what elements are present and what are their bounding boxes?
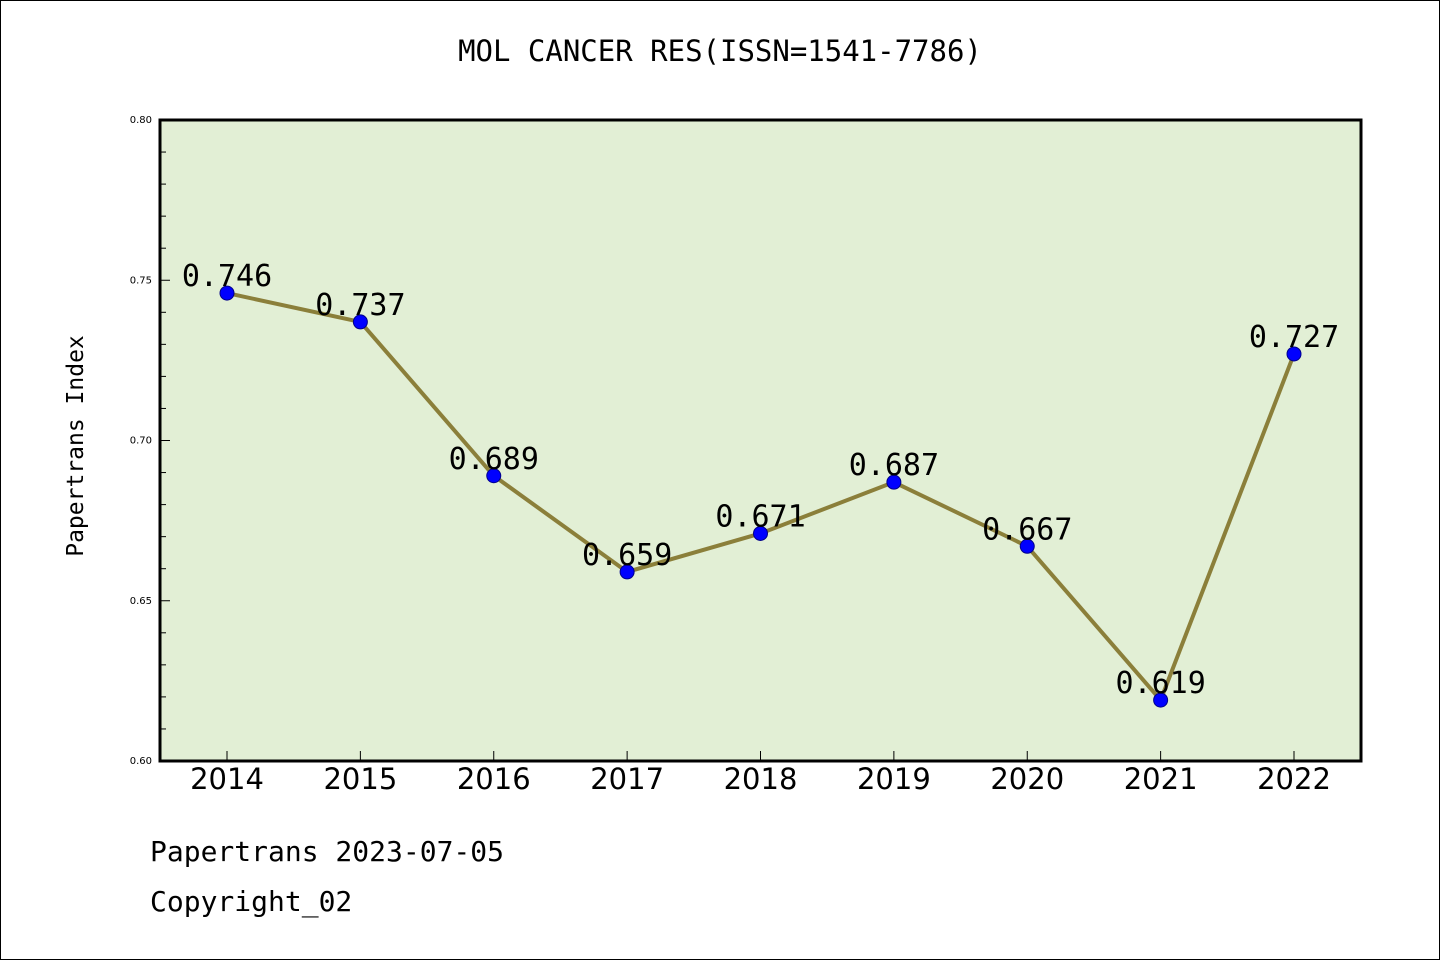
data-point	[1019, 538, 1035, 554]
data-point	[352, 314, 368, 330]
y-tick-label: 0.60	[130, 756, 152, 767]
data-point	[1153, 692, 1169, 708]
data-label: 0.737	[315, 288, 405, 323]
chart-title: MOL CANCER RES(ISSN=1541-7786)	[458, 34, 982, 68]
x-tick-label: 2019	[857, 762, 931, 796]
data-point	[886, 474, 902, 490]
x-tick-label: 2016	[457, 762, 531, 796]
x-tick-label: 2020	[990, 762, 1064, 796]
data-label: 0.667	[982, 512, 1072, 547]
data-label: 0.687	[849, 448, 939, 483]
y-tick-label: 0.75	[130, 275, 152, 286]
x-tick-label: 2022	[1257, 762, 1331, 796]
y-tick-label: 0.70	[130, 436, 152, 447]
data-point	[1286, 346, 1302, 362]
data-label: 0.671	[715, 499, 805, 534]
x-tick-label: 2018	[724, 762, 798, 796]
data-label: 0.727	[1249, 320, 1339, 355]
data-point	[219, 285, 235, 301]
x-tick-label: 2015	[323, 762, 397, 796]
footer-copyright: Copyright_02	[150, 885, 353, 918]
data-point	[753, 525, 768, 541]
plot-area	[160, 120, 1361, 761]
data-label: 0.746	[182, 259, 272, 294]
x-tick-label: 2021	[1124, 762, 1198, 796]
data-label: 0.619	[1115, 666, 1205, 701]
data-label: 0.689	[449, 442, 539, 477]
x-tick-label: 2017	[590, 762, 664, 796]
data-point	[486, 468, 502, 484]
y-tick-label: 0.65	[130, 596, 152, 607]
footer-date: Papertrans 2023-07-05	[150, 835, 505, 868]
data-label: 0.659	[582, 538, 672, 573]
y-tick-label: 0.80	[130, 115, 152, 126]
x-tick-label: 2014	[190, 762, 264, 796]
plot-border	[158, 118, 1363, 763]
data-point	[619, 564, 635, 580]
